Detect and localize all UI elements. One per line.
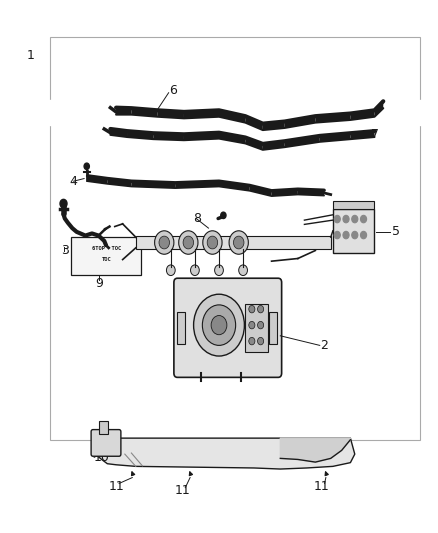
Circle shape [352,215,358,223]
Polygon shape [263,122,285,130]
Polygon shape [127,131,153,139]
Polygon shape [263,141,285,150]
Polygon shape [88,176,107,184]
Bar [245,304,268,352]
Text: 2: 2 [320,339,328,352]
Circle shape [221,212,226,219]
Circle shape [343,231,349,239]
Circle shape [360,215,367,223]
Polygon shape [131,108,158,117]
FancyBboxPatch shape [174,278,282,377]
Polygon shape [153,133,184,140]
Polygon shape [93,438,355,469]
Bar [71,237,141,275]
Text: 8: 8 [193,212,201,225]
Circle shape [343,215,349,223]
Text: 10: 10 [94,451,110,464]
Circle shape [207,236,218,249]
Text: 11: 11 [108,480,124,493]
Circle shape [194,294,244,356]
Text: 5: 5 [392,225,400,238]
Polygon shape [350,110,374,120]
Circle shape [334,231,340,239]
Circle shape [191,265,199,276]
Circle shape [60,199,67,208]
Circle shape [215,265,223,276]
Circle shape [106,246,113,253]
Circle shape [249,337,255,345]
Polygon shape [374,101,383,117]
FancyBboxPatch shape [91,430,121,456]
Text: TOC: TOC [102,256,111,262]
Circle shape [233,236,244,249]
Circle shape [166,265,175,276]
Polygon shape [107,179,131,187]
Circle shape [352,231,358,239]
Circle shape [249,321,255,329]
Polygon shape [245,116,263,130]
Text: 7: 7 [371,128,379,141]
Bar [177,312,185,344]
Polygon shape [285,116,315,128]
Polygon shape [110,129,127,137]
Polygon shape [280,438,350,462]
Bar [269,312,277,344]
Polygon shape [116,108,131,115]
Polygon shape [131,181,175,188]
Text: 3: 3 [61,244,69,257]
Bar [99,421,108,434]
Bar [136,236,331,249]
Bar [333,209,374,253]
Text: 1: 1 [26,49,34,62]
Text: 4: 4 [69,175,77,188]
Circle shape [249,305,255,313]
Circle shape [84,163,89,169]
Polygon shape [158,110,184,118]
Circle shape [239,265,247,276]
Polygon shape [245,138,263,150]
Circle shape [183,236,194,249]
Polygon shape [184,110,219,118]
Circle shape [258,305,264,313]
Text: 6: 6 [169,84,177,97]
Polygon shape [315,114,350,123]
Bar [333,201,374,209]
Polygon shape [320,133,350,142]
Polygon shape [350,131,374,139]
Circle shape [155,231,174,254]
Polygon shape [272,189,298,196]
Circle shape [229,231,248,254]
Text: 9: 9 [95,277,103,290]
Polygon shape [219,181,250,191]
Circle shape [159,236,170,249]
Polygon shape [219,110,245,123]
Polygon shape [184,133,219,140]
Text: 11: 11 [174,484,190,497]
Circle shape [258,337,264,345]
Circle shape [258,321,264,329]
Polygon shape [175,181,219,188]
Circle shape [203,231,222,254]
Polygon shape [219,133,245,143]
Circle shape [211,316,227,335]
Circle shape [334,215,340,223]
Text: 6TOP  TOC: 6TOP TOC [92,246,121,251]
Circle shape [202,305,236,345]
Polygon shape [285,136,320,147]
Polygon shape [298,189,324,196]
Circle shape [360,231,367,239]
Polygon shape [250,185,272,196]
Circle shape [179,231,198,254]
Text: 11: 11 [314,480,329,493]
Bar [50,37,420,440]
